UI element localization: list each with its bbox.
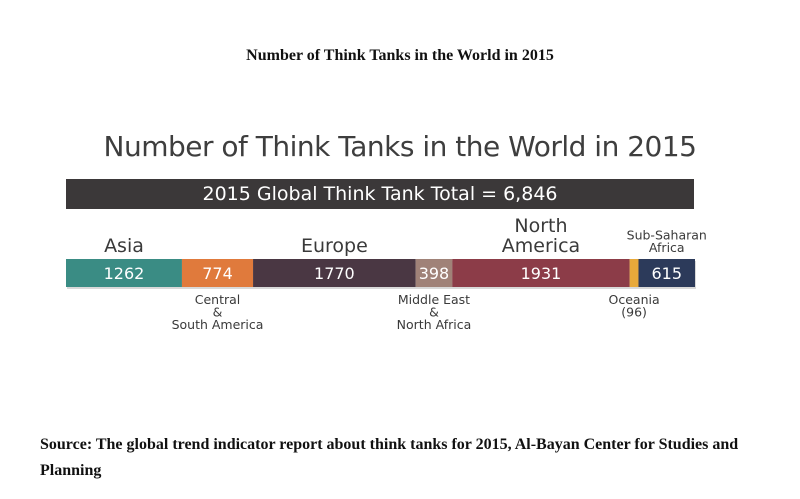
value-label-asia: 1262 <box>104 264 145 283</box>
chart-title: Number of Think Tanks in the World in 20… <box>103 130 697 163</box>
category-label-middle-east-and-north-africa: Middle East & North Africa <box>397 292 472 332</box>
bar-segment-europe <box>253 259 416 287</box>
source-note: Source: The global trend indicator repor… <box>40 436 739 479</box>
category-label-central-and-south-america: Central & South America <box>172 292 264 332</box>
value-label-north-america: 1931 <box>521 264 562 283</box>
bar-segment-sub-saharan-africa <box>638 259 695 287</box>
value-label-europe: 1770 <box>314 264 355 283</box>
value-label-middle-east-and-north-africa: 398 <box>419 264 450 283</box>
total-banner: 2015 Global Think Tank Total = 6,846 <box>66 179 694 209</box>
category-label-north-america: North America <box>502 215 580 257</box>
category-label-sub-saharan-africa: Sub-Saharan Africa <box>627 228 707 256</box>
bar-segment-oceania <box>629 259 639 287</box>
category-label-asia: Asia <box>104 235 144 257</box>
bar-segment-asia <box>66 259 182 287</box>
value-label-central-and-south-america: 774 <box>202 264 233 283</box>
caption-title: Number of Think Tanks in the World in 20… <box>246 47 554 64</box>
category-label-europe: Europe <box>301 235 368 257</box>
value-label-sub-saharan-africa: 615 <box>651 264 682 283</box>
category-label-oceania: Oceania (96) <box>609 292 660 320</box>
bar-segment-central-and-south-america <box>181 259 254 287</box>
bar-segment-north-america <box>452 259 630 287</box>
bar-segment-middle-east-and-north-africa <box>415 259 453 287</box>
